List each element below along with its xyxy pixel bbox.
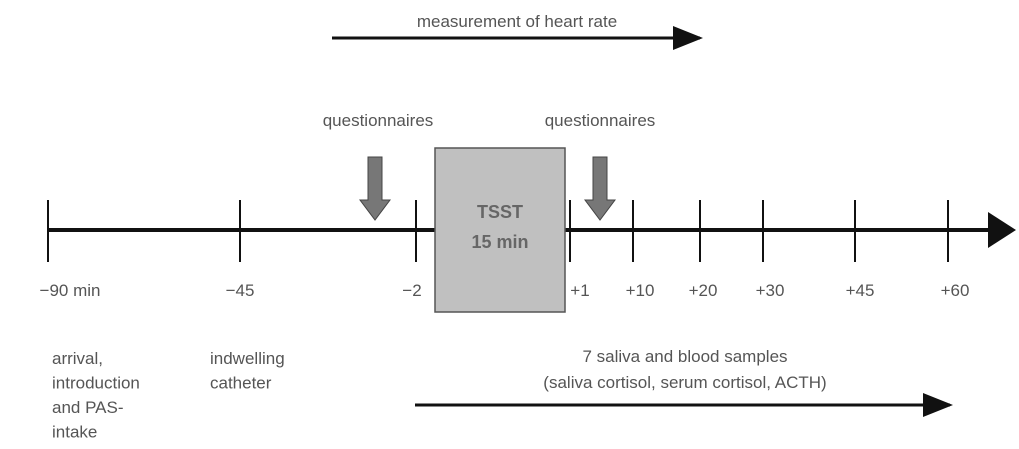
arrival-text: and PAS- xyxy=(52,398,124,417)
tick-label: −45 xyxy=(226,281,255,300)
tick-label: +45 xyxy=(846,281,875,300)
tick-label: +30 xyxy=(756,281,785,300)
questionnaire-arrow xyxy=(584,156,616,221)
questionnaire-label: questionnaires xyxy=(545,111,656,130)
tick-label: +20 xyxy=(689,281,718,300)
samples-text: 7 saliva and blood samples xyxy=(582,347,787,366)
arrival-text: arrival, xyxy=(52,349,103,368)
questionnaire-label: questionnaires xyxy=(323,111,434,130)
arrival-text: intake xyxy=(52,423,97,442)
tick-label: −2 xyxy=(402,281,421,300)
catheter-text: catheter xyxy=(210,374,272,393)
samples-text: (saliva cortisol, serum cortisol, ACTH) xyxy=(543,373,826,392)
tick-label: +10 xyxy=(626,281,655,300)
heart-rate-label: measurement of heart rate xyxy=(417,12,617,31)
questionnaire-arrow xyxy=(359,156,391,221)
timeline-arrowhead xyxy=(988,212,1016,248)
tick-label: +1 xyxy=(570,281,589,300)
tick-label: +60 xyxy=(941,281,970,300)
tsst-title: TSST xyxy=(477,202,523,222)
tick-label: −90 min xyxy=(40,281,101,300)
tsst-box xyxy=(434,147,566,313)
tsst-duration: 15 min xyxy=(471,232,528,252)
catheter-text: indwelling xyxy=(210,349,285,368)
arrival-text: introduction xyxy=(52,374,140,393)
